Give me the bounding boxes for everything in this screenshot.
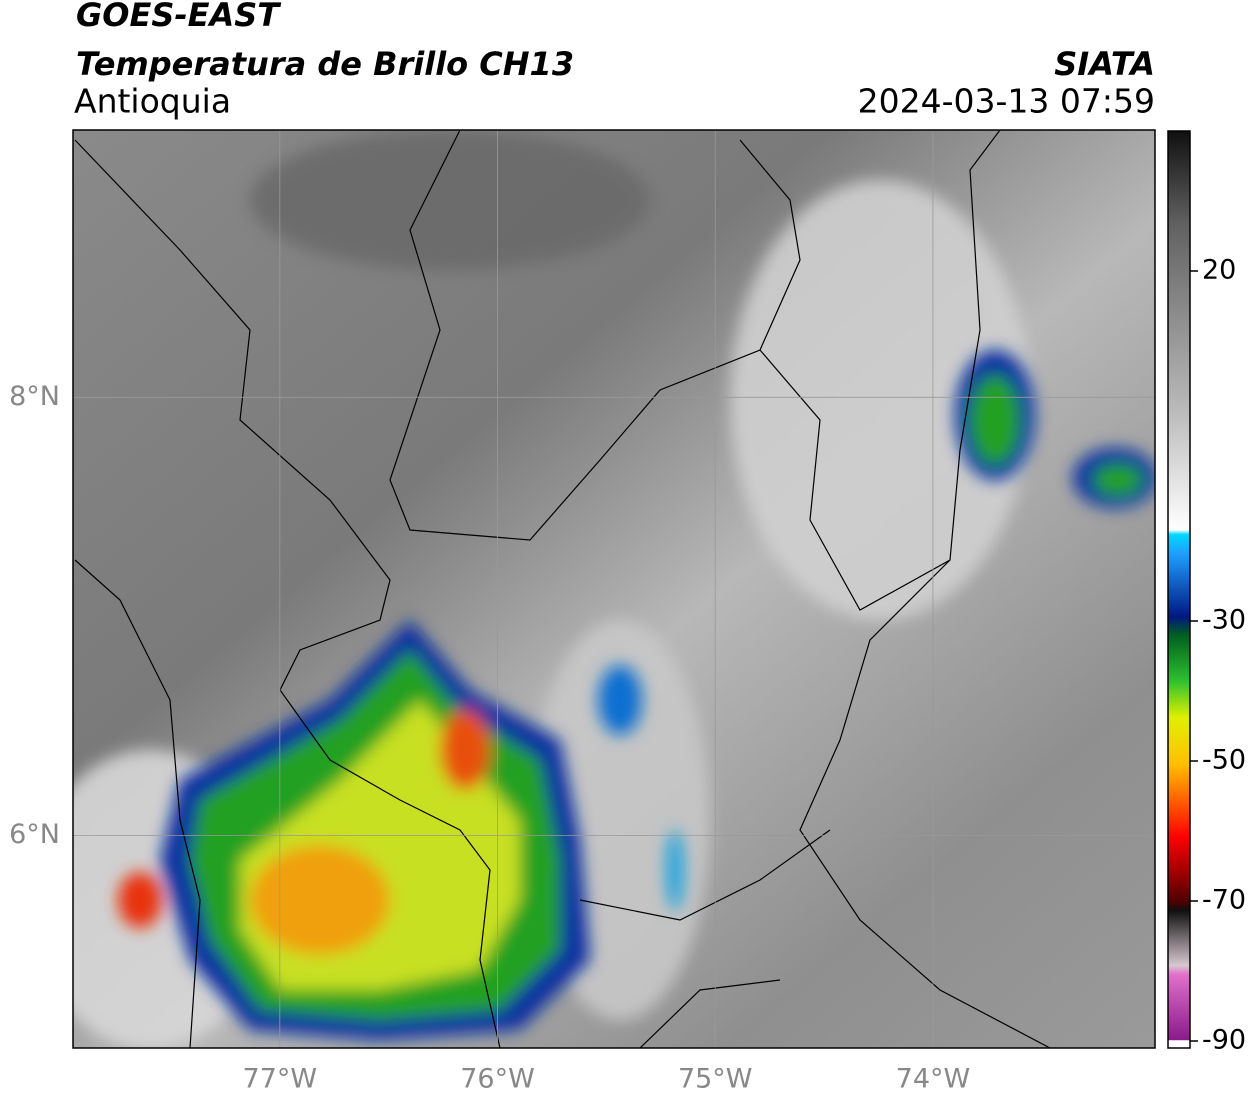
lat-tick-label: 8°N	[9, 381, 60, 412]
colorbar-tick-label: -50	[1202, 745, 1246, 776]
graticule	[73, 130, 1155, 1048]
datetime: 2024-03-13 07:59	[858, 82, 1155, 121]
header: GOES-EAST Temperatura de Brillo CH13 Ant…	[74, 0, 1155, 121]
map-frame	[72, 129, 1156, 1049]
colorbar	[1167, 130, 1191, 1049]
lat-tick-label: 6°N	[9, 819, 60, 850]
subtitle: Temperatura de Brillo CH13	[76, 45, 574, 83]
lon-tick-label: 75°W	[678, 1064, 753, 1095]
colorbar-tick-label: 20	[1202, 255, 1236, 286]
lon-tick-label: 74°W	[896, 1064, 971, 1095]
colorbar-tick-label: -90	[1202, 1025, 1246, 1056]
colorbar-tick-label: -30	[1202, 605, 1246, 636]
colorbar-tick-label: -70	[1202, 885, 1246, 916]
title: GOES-EAST	[76, 0, 281, 34]
lon-tick-label: 76°W	[460, 1064, 535, 1095]
region: Antioquia	[74, 82, 231, 121]
satellite-image	[73, 130, 1155, 1048]
source: SIATA	[1054, 45, 1155, 83]
lon-tick-label: 77°W	[243, 1064, 318, 1095]
